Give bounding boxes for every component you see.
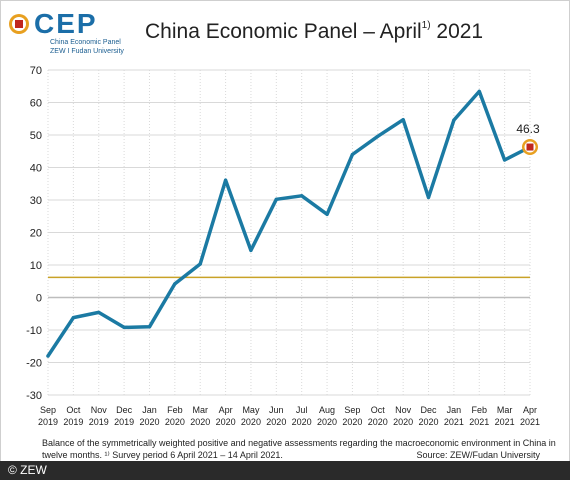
x-tick-label-year: 2019 [89,417,109,427]
x-tick-label-month: Jan [142,405,157,415]
logo-text: CEP [34,8,98,39]
y-tick-label: 30 [30,195,42,207]
y-tick-label: -30 [26,390,42,402]
cep-logo-icon [9,14,29,34]
x-tick-label-month: May [242,405,260,415]
data-point [198,262,202,266]
data-point [376,134,380,138]
x-tick-label-month: Mar [497,405,513,415]
x-tick-label-month: Nov [91,405,108,415]
data-point [477,89,481,94]
x-tick-label-month: Feb [472,405,488,415]
data-point [173,282,177,286]
data-point [71,316,75,320]
x-tick-label-year: 2021 [469,417,489,427]
x-tick-label-year: 2021 [444,417,464,427]
y-tick-label: 40 [30,163,42,175]
data-point [274,197,278,201]
x-tick-label-month: Dec [421,405,438,415]
y-tick-label: 10 [30,260,42,272]
x-tick-label-year: 2020 [419,417,439,427]
data-point [122,325,126,329]
data-point [223,178,228,182]
data-point [97,310,101,315]
x-tick-label-month: Feb [167,405,183,415]
data-point [46,354,50,358]
y-tick-label: 50 [30,130,42,142]
x-tick-label-year: 2019 [38,417,58,427]
y-tick-label: 60 [30,98,42,110]
x-tick-label-month: Sep [344,405,360,415]
x-tick-label-month: Jun [269,405,284,415]
x-tick-label-month: Oct [371,405,386,415]
data-point [452,118,456,122]
y-tick-label: 70 [30,65,42,77]
chart-title-main: China Economic Panel – April [145,20,422,43]
data-point [426,195,431,199]
source-text: Source: ZEW/Fudan University [416,450,540,460]
x-tick-label-year: 2020 [317,417,337,427]
x-tick-label-month: Jan [447,405,462,415]
x-tick-label-month: Apr [219,405,233,415]
x-tick-label-year: 2020 [165,417,185,427]
logo-subtitle-2: ZEW I Fudan University [50,48,124,55]
data-point [350,152,355,157]
x-tick-label-year: 2019 [63,417,83,427]
chart-title-footnote-mark: 1) [421,20,431,31]
footnote-line-2: twelve months. ¹⁾ Survey period 6 April … [42,450,283,460]
data-point [249,248,253,252]
data-point [503,158,507,162]
x-tick-label-year: 2021 [495,417,515,427]
chart-title-year: 2021 [430,20,484,43]
data-point [147,325,152,329]
x-tick-label-month: Jul [296,405,308,415]
data-point [401,118,405,122]
x-tick-label-year: 2021 [520,417,540,427]
x-tick-label-month: Dec [116,405,133,415]
y-tick-label: -10 [26,325,42,337]
x-tick-label-year: 2020 [216,417,236,427]
x-tick-label-year: 2020 [266,417,286,427]
x-tick-label-month: Oct [66,405,81,415]
y-tick-label: -20 [26,358,42,370]
x-tick-label-year: 2020 [393,417,413,427]
x-tick-label-month: Nov [395,405,412,415]
last-value-label: 46.3 [516,122,540,136]
x-tick-label-month: Sep [40,405,56,415]
logo-subtitle-1: China Economic Panel [50,39,121,46]
copyright-bar: © ZEW [0,461,570,480]
y-tick-label: 0 [36,293,42,305]
footnote-line-1: Balance of the symmetrically weighted po… [42,438,556,448]
x-tick-label-year: 2020 [292,417,312,427]
cep-logo: CEP China Economic Panel ZEW I Fudan Uni… [8,8,128,55]
chart-title: China Economic Panel – April1) 2021 [145,20,483,44]
data-point [325,212,329,216]
x-tick-label-year: 2020 [190,417,210,427]
series-line [46,89,532,358]
x-tick-label-month: Apr [523,405,537,415]
last-point-marker-inner [526,143,534,151]
x-tick-label-year: 2020 [342,417,362,427]
x-tick-label-month: Aug [319,405,335,415]
x-tick-label-year: 2019 [114,417,134,427]
x-tick-label-year: 2020 [241,417,261,427]
x-tick-label-year: 2020 [139,417,159,427]
x-tick-label-month: Mar [192,405,208,415]
y-tick-label: 20 [30,228,42,240]
copyright-text: © ZEW [8,463,47,477]
data-point [300,194,304,198]
x-tick-label-year: 2020 [368,417,388,427]
